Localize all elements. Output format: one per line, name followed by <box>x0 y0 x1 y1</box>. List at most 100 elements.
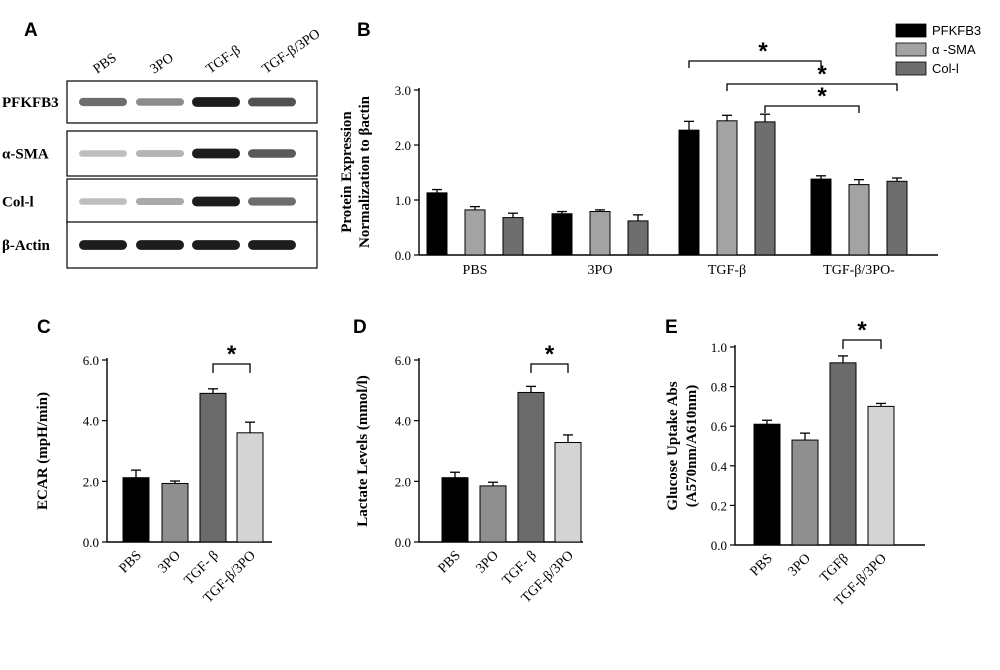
panel-letter-e: E <box>665 317 678 338</box>
blot-band <box>136 98 184 106</box>
y-tick-label: 6.0 <box>83 353 99 368</box>
bar <box>464 209 486 256</box>
x-tick-label: PBS <box>463 263 488 278</box>
significance-bracket <box>764 105 860 113</box>
panel-letter-d: D <box>353 317 367 338</box>
significance-bracket <box>842 339 882 349</box>
bar <box>791 439 819 546</box>
bar <box>479 485 507 543</box>
bar <box>236 432 264 543</box>
panel-d-lactate-chart: 0.0 2.0 4.0 6.0 Lactate Levels (mmol/l) PBS 3P… <box>355 341 583 606</box>
blot-row-label: PFKFB3 <box>2 95 59 111</box>
significance-bracket <box>212 363 251 373</box>
blot-band <box>248 97 296 107</box>
bar <box>678 129 700 256</box>
significance-star: * <box>758 38 768 65</box>
y-tick-label: 0.0 <box>711 538 727 553</box>
legend-swatch <box>895 42 927 57</box>
bar <box>517 391 545 543</box>
y-tick-label: 1.0 <box>711 340 727 355</box>
bar <box>754 121 776 256</box>
blot-lane-label: TGF-β/3PO <box>260 27 324 78</box>
significance-star: * <box>857 317 867 344</box>
bar <box>554 442 582 543</box>
legend-swatch <box>895 23 927 38</box>
y-axis-title: Lactate Levels (mmol/l) <box>355 375 371 527</box>
blot-band <box>248 240 296 250</box>
blot-row-label: Col-l <box>2 195 34 211</box>
panel-b-protein-expression-chart: 0.0 1.0 2.0 3.0 Protein Expression Normalizat… <box>339 23 981 278</box>
significance-bracket <box>688 60 822 68</box>
y-axis-title: Glucose Uptake Abs <box>665 381 681 510</box>
blot-band <box>79 97 127 107</box>
bar <box>753 423 781 546</box>
blot-band <box>79 198 127 205</box>
panel-a-western-blot: PBS 3PO TGF-β TGF-β/3PO PFKFB3 α-SMA Col-l β-Ac… <box>2 27 324 269</box>
blot-band <box>136 198 184 205</box>
blot-lane-label: TGF-β <box>204 43 244 77</box>
blot-band <box>192 240 240 250</box>
legend-swatch <box>895 61 927 76</box>
bar <box>502 217 524 256</box>
bar <box>848 184 870 256</box>
x-tick-label: PBS <box>436 548 464 576</box>
x-tick-label: 3PO <box>156 548 184 576</box>
y-tick-label: 1.0 <box>395 193 411 208</box>
bar <box>716 120 738 256</box>
significance-star: * <box>817 61 827 88</box>
blot-row-label: α-SMA <box>2 147 49 163</box>
legend-label: Col-l <box>932 61 959 76</box>
bar <box>867 405 895 546</box>
blot-lane-label: PBS <box>91 51 120 78</box>
blot-band <box>136 150 184 157</box>
y-tick-label: 2.0 <box>395 138 411 153</box>
bar <box>122 477 150 543</box>
legend: PFKFB3 α -SMA Col-l <box>895 23 981 76</box>
panel-letter-b: B <box>357 20 371 41</box>
blot-row-label: β-Actin <box>2 238 51 254</box>
x-tick-label: PBS <box>117 548 145 576</box>
y-tick-label: 0.0 <box>83 535 99 550</box>
x-tick-label: TGFβ <box>817 551 851 585</box>
y-tick-label: 4.0 <box>395 414 411 429</box>
bar <box>551 213 573 256</box>
y-tick-label: 2.0 <box>395 474 411 489</box>
significance-bracket <box>530 363 569 373</box>
x-tick-label: 3PO <box>588 263 613 278</box>
blot-band <box>192 97 240 107</box>
y-tick-label: 0.4 <box>711 459 728 474</box>
significance-star: * <box>817 83 827 110</box>
x-tick-label: 3PO <box>474 548 502 576</box>
y-axis-title: Protein Expression <box>339 111 355 233</box>
blot-band <box>79 150 127 157</box>
y-tick-label: 3.0 <box>395 83 411 98</box>
bar <box>441 477 469 543</box>
bar <box>589 211 611 256</box>
significance-star: * <box>545 341 555 368</box>
panel-letter-a: A <box>24 20 38 41</box>
y-tick-label: 4.0 <box>83 414 99 429</box>
y-tick-label: 0.6 <box>711 419 728 434</box>
panel-letter-c: C <box>37 317 51 338</box>
bar <box>426 192 448 256</box>
significance-bracket <box>726 83 898 91</box>
y-tick-label: 0.2 <box>711 498 727 513</box>
y-tick-label: 0.8 <box>711 380 727 395</box>
x-tick-label: TGF-β <box>708 263 746 278</box>
bar <box>886 180 908 256</box>
blot-band <box>192 196 240 207</box>
bar <box>161 482 189 543</box>
significance-star: * <box>227 341 237 368</box>
y-tick-label: 0.0 <box>395 248 411 263</box>
y-tick-label: 2.0 <box>83 474 99 489</box>
y-tick-label: 0.0 <box>395 535 411 550</box>
y-axis-title: ECAR (mpH/min) <box>35 392 51 510</box>
legend-label: α -SMA <box>932 42 976 57</box>
blot-band <box>136 240 184 250</box>
y-axis-title: (A570nm/A610nm) <box>684 385 700 508</box>
blot-band <box>192 148 240 159</box>
blot-band <box>248 149 296 158</box>
y-axis-title: Normalization to βactin <box>357 95 373 248</box>
